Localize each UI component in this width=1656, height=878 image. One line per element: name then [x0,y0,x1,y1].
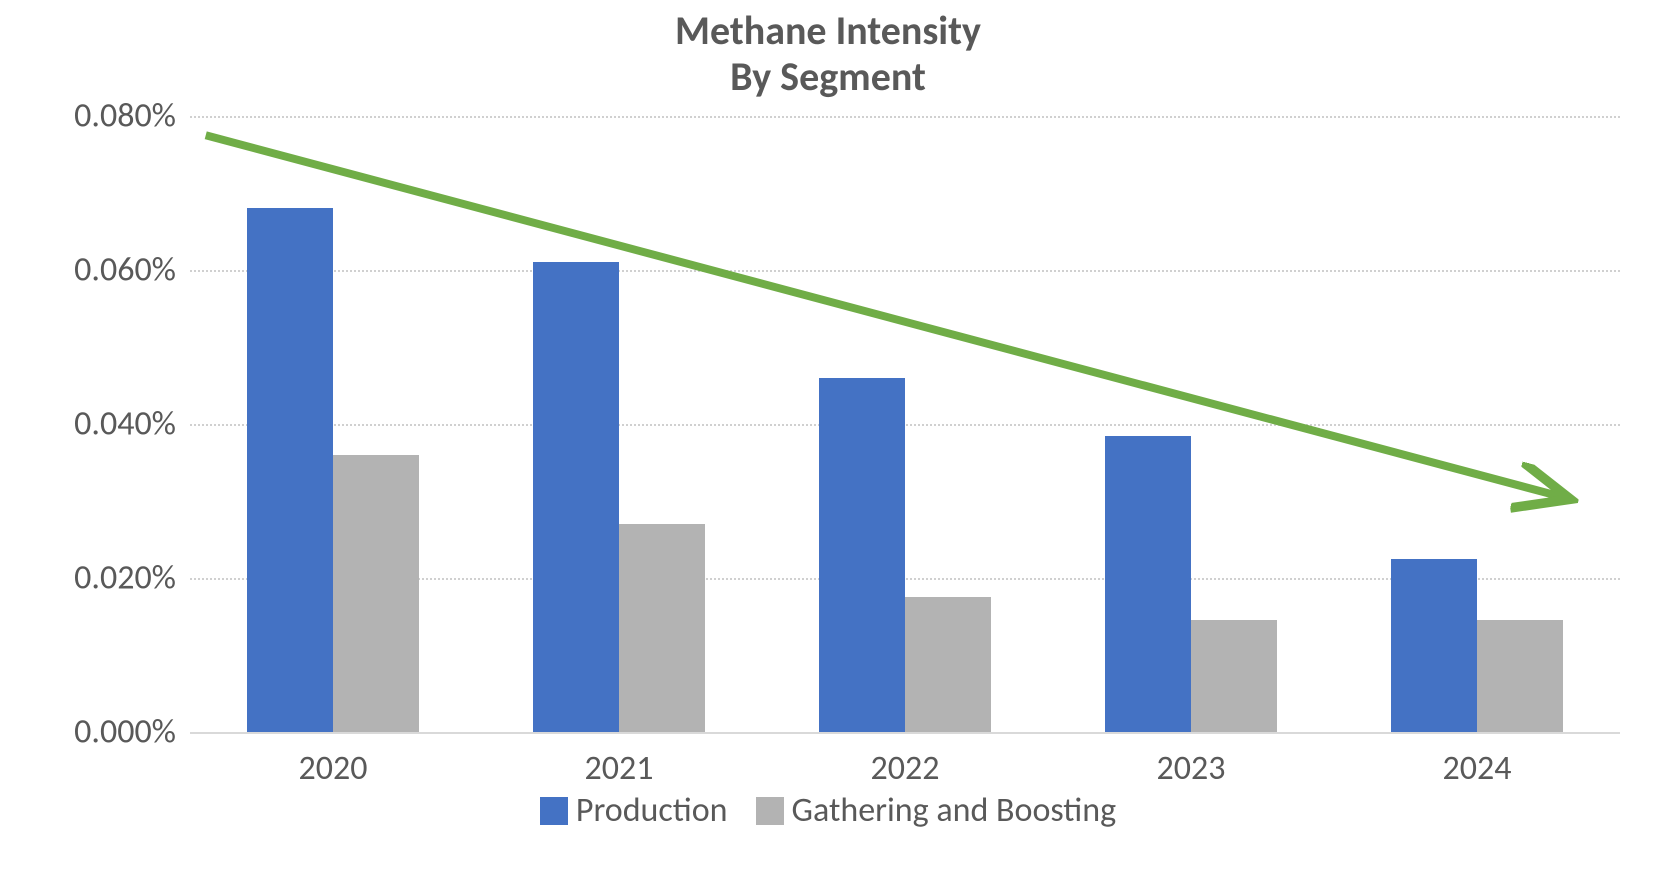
bar-production-2023 [1105,436,1191,732]
bar-production-2020 [247,208,333,732]
bar-gathering-and-boosting-2021 [619,524,705,732]
plot-area [190,116,1620,732]
x-tick-label: 2022 [871,748,940,789]
bar-production-2021 [533,262,619,732]
gridline [190,270,1620,272]
y-tick-label: 0.060% [6,250,176,291]
x-axis-line [190,732,1620,734]
y-tick-label: 0.020% [6,558,176,599]
bar-gathering-and-boosting-2024 [1477,620,1563,732]
bar-production-2022 [819,378,905,732]
bar-production-2024 [1391,559,1477,732]
legend-label: Production [576,790,728,831]
legend-item-gathering-and-boosting: Gathering and Boosting [756,790,1117,831]
chart-title-line1: Methane Intensity [0,8,1656,54]
chart-legend: Production Gathering and Boosting [0,790,1656,835]
gridline [190,424,1620,426]
y-tick-label: 0.000% [6,712,176,753]
legend-swatch [756,797,784,825]
y-tick-label: 0.040% [6,404,176,445]
legend-label: Gathering and Boosting [792,790,1117,831]
chart-title: Methane Intensity By Segment [0,8,1656,100]
bar-gathering-and-boosting-2022 [905,597,991,732]
bar-gathering-and-boosting-2023 [1191,620,1277,732]
x-tick-label: 2020 [299,748,368,789]
chart-container: Methane Intensity By Segment Production G… [0,0,1656,878]
gridline [190,116,1620,118]
chart-title-line2: By Segment [0,54,1656,100]
y-tick-label: 0.080% [6,96,176,137]
x-tick-label: 2024 [1443,748,1512,789]
bar-gathering-and-boosting-2020 [333,455,419,732]
legend-swatch [540,797,568,825]
legend-item-production: Production [540,790,728,831]
x-tick-label: 2021 [585,748,654,789]
x-tick-label: 2023 [1157,748,1226,789]
